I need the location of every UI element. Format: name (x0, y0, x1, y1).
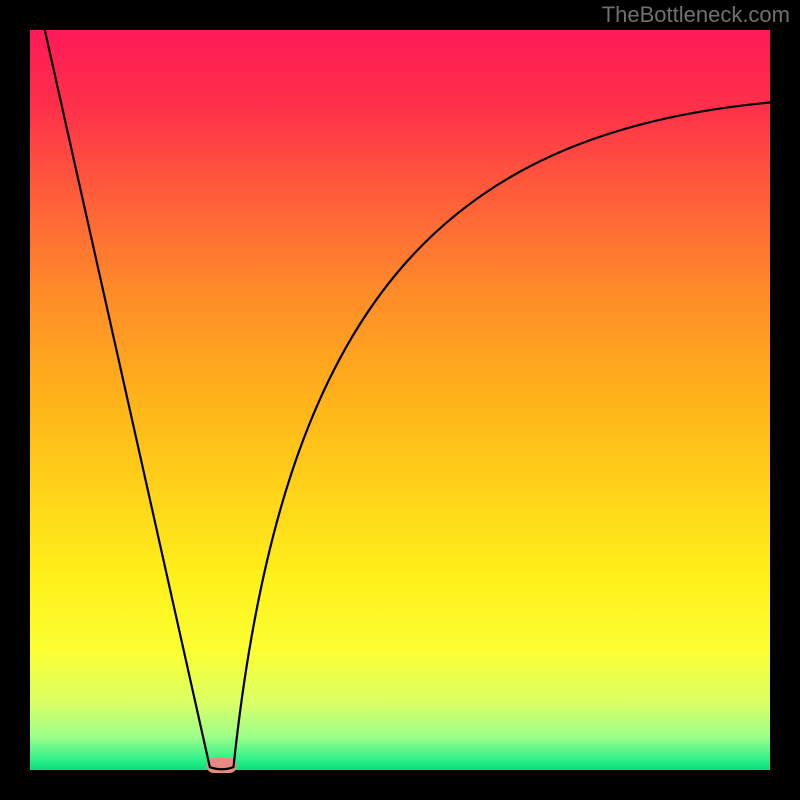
watermark-text: TheBottleneck.com (602, 2, 790, 28)
bottleneck-chart (0, 0, 800, 800)
chart-container: TheBottleneck.com (0, 0, 800, 800)
plot-background (30, 30, 770, 770)
bottleneck-marker (207, 758, 237, 773)
